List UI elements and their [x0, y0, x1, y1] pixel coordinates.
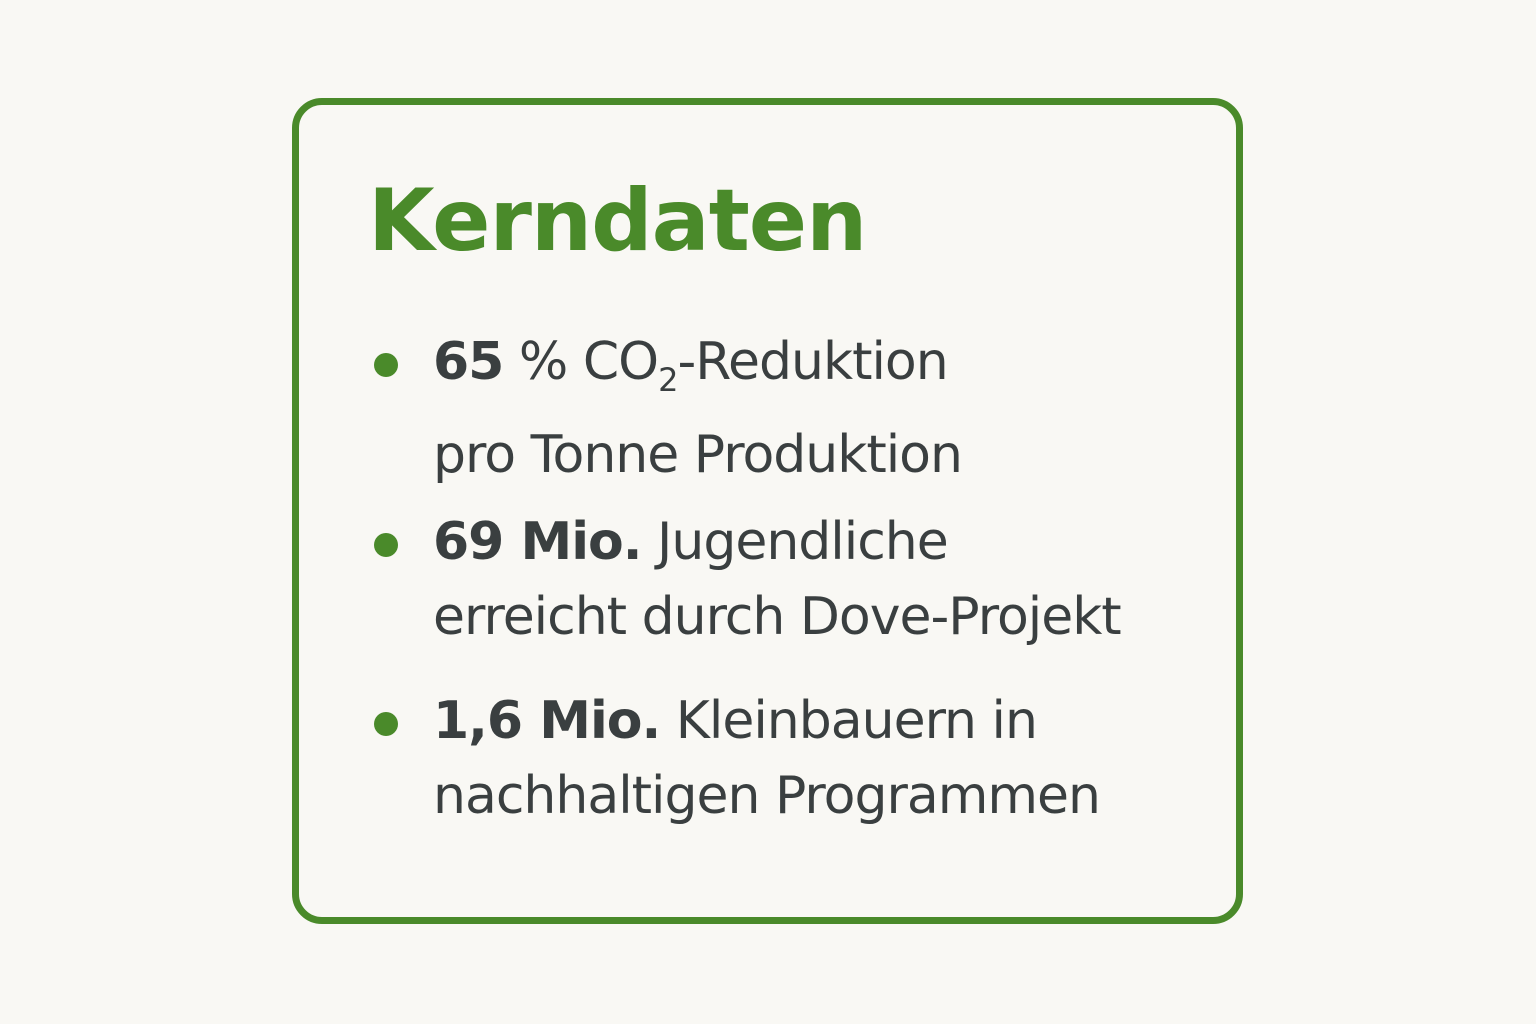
- highlight-value: 1,6 Mio.: [433, 691, 661, 751]
- item-text: nachhaltigen Programmen: [433, 766, 1101, 826]
- bullet-icon: [374, 712, 398, 736]
- bullet-icon: [374, 353, 398, 377]
- list-item-text: 65 % CO2-Reduktion pro Tonne Produktion: [433, 325, 963, 493]
- highlight-value: 69 Mio.: [433, 512, 643, 572]
- item-text: -Reduktion: [677, 332, 948, 392]
- item-text: erreicht durch Dove-Projekt: [433, 587, 1122, 647]
- highlight-value: 65: [433, 332, 504, 392]
- bullet-icon: [374, 533, 398, 557]
- item-text: Kleinbauern in: [660, 691, 1038, 751]
- item-text: Jugendliche: [641, 512, 949, 572]
- subscript: 2: [658, 361, 678, 399]
- item-text: pro Tonne Produktion: [433, 425, 963, 485]
- list-item-text: 1,6 Mio. Kleinbauern in nachhaltigen Pro…: [433, 684, 1101, 834]
- list-item-text: 69 Mio. Jugendliche erreicht durch Dove-…: [433, 505, 1122, 655]
- key-facts-card: [292, 98, 1243, 924]
- card-title: Kerndaten: [368, 171, 867, 271]
- item-text: % CO: [503, 332, 659, 392]
